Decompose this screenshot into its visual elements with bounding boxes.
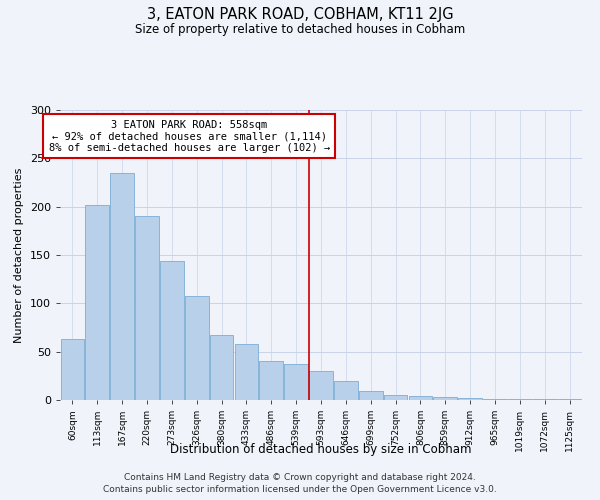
Bar (85, 204, 109, 400)
Bar (558, 399, 581, 400)
Bar (135, 216, 159, 400)
Bar (185, 296, 209, 400)
Text: Distribution of detached houses by size in Cobham: Distribution of detached houses by size … (170, 442, 472, 456)
Bar (210, 335, 233, 400)
Y-axis label: Number of detached properties: Number of detached properties (14, 168, 24, 342)
Bar (110, 173, 134, 400)
Bar (235, 344, 258, 400)
Bar (533, 399, 557, 400)
Bar (61, 339, 84, 400)
Bar (284, 364, 308, 400)
Bar (309, 371, 333, 400)
Bar (508, 399, 532, 400)
Bar (359, 392, 383, 400)
Bar (409, 396, 432, 400)
Text: Size of property relative to detached houses in Cobham: Size of property relative to detached ho… (135, 22, 465, 36)
Text: 3 EATON PARK ROAD: 558sqm
← 92% of detached houses are smaller (1,114)
8% of sem: 3 EATON PARK ROAD: 558sqm ← 92% of detac… (49, 120, 330, 153)
Text: Contains public sector information licensed under the Open Government Licence v3: Contains public sector information licen… (103, 485, 497, 494)
Text: 3, EATON PARK ROAD, COBHAM, KT11 2JG: 3, EATON PARK ROAD, COBHAM, KT11 2JG (146, 8, 454, 22)
Bar (334, 380, 358, 400)
Bar (259, 362, 283, 400)
Bar (458, 398, 482, 400)
Bar (433, 397, 457, 400)
Bar (483, 399, 507, 400)
Bar (384, 395, 407, 400)
Bar (160, 261, 184, 400)
Text: Contains HM Land Registry data © Crown copyright and database right 2024.: Contains HM Land Registry data © Crown c… (124, 472, 476, 482)
